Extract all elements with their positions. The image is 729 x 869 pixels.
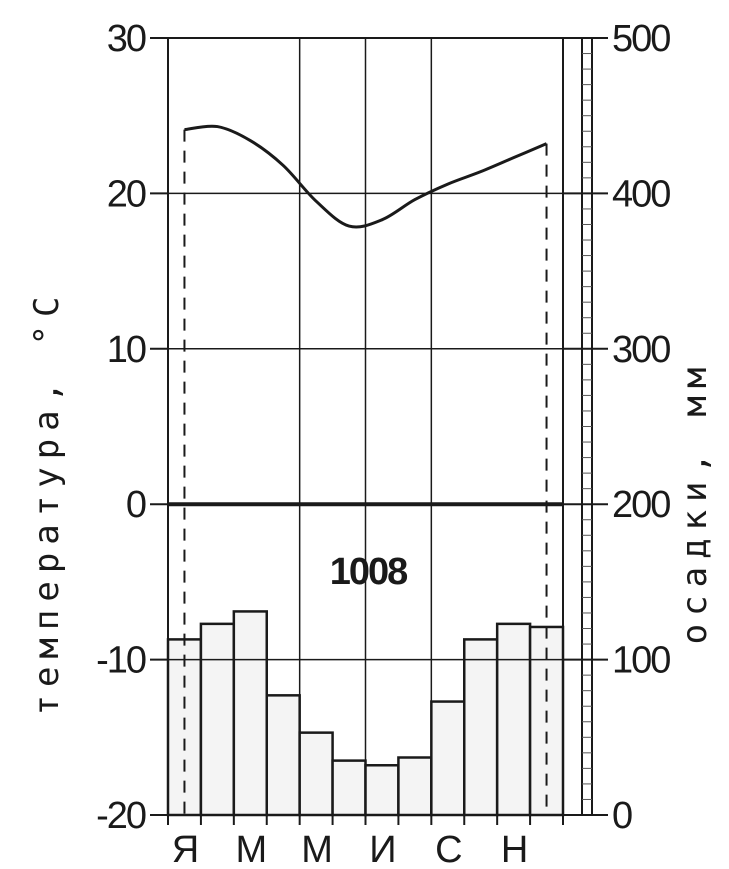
precip-bar-10 [463, 638, 499, 817]
month-tick-label: Н [501, 829, 526, 869]
month-tick-label: Я [172, 829, 197, 869]
temp-tick-label: 30 [107, 18, 146, 60]
temperature-line [184, 124, 548, 229]
temp-tick-label: 10 [107, 329, 146, 371]
precip-tick-label: 200 [612, 484, 670, 526]
annual-precipitation-total: 1008 [330, 551, 407, 593]
grid-lines [167, 37, 564, 816]
precipitation-axis-label: осадки, мм [675, 360, 715, 645]
precip-bar-2 [199, 622, 236, 817]
temperature-ticks: 30 20 10 0 -10 -20 [96, 18, 168, 837]
precip-tick-label: 100 [612, 640, 670, 682]
month-tick-label: И [369, 829, 394, 869]
precip-tick-label: 0 [612, 795, 632, 837]
precip-bar-9 [430, 700, 466, 817]
precip-bar-5 [298, 731, 334, 817]
precip-bar-7 [364, 764, 400, 817]
precip-bar-6 [331, 759, 367, 817]
precipitation-bars [166, 610, 565, 817]
temp-tick-label: 0 [126, 484, 146, 526]
precip-tick-label: 300 [612, 329, 670, 371]
precip-bar-8 [397, 756, 433, 817]
precip-bar-11 [495, 622, 532, 817]
temp-tick-label: -10 [96, 640, 146, 682]
precipitation-ticks: 500 400 300 200 100 0 [563, 18, 672, 837]
precip-tick-label: 400 [612, 173, 670, 215]
month-tick-label: М [301, 829, 331, 869]
temperature-axis-label: температура, °С [27, 288, 67, 715]
precip-bar-3 [232, 610, 268, 817]
month-tick-label: С [435, 829, 461, 869]
dashed-guides [183, 129, 548, 815]
month-tick-label: М [235, 829, 265, 869]
precip-bar-4 [265, 694, 301, 817]
temp-tick-label: 20 [107, 173, 146, 215]
temp-tick-label: -20 [96, 795, 146, 837]
precip-tick-label: 500 [612, 18, 670, 60]
